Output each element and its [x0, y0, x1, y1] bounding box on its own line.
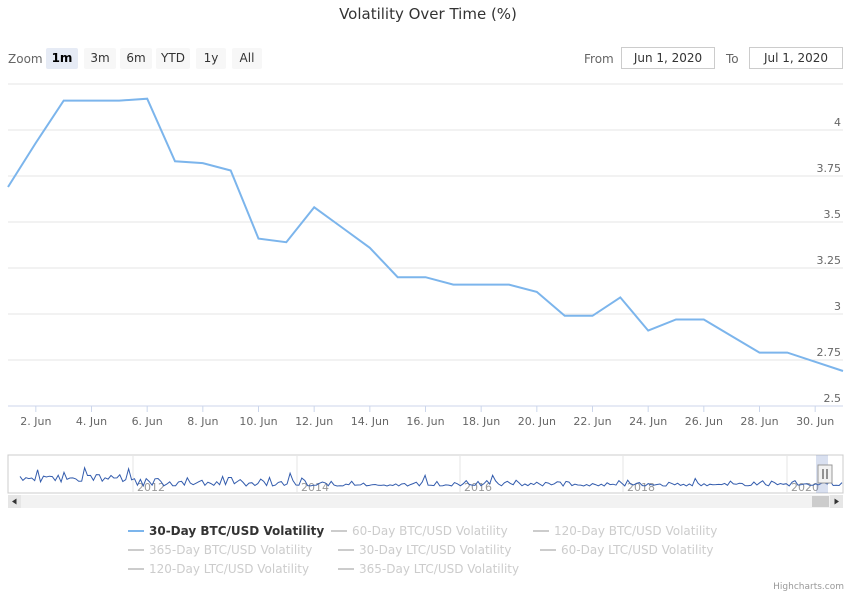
legend-label: 30-Day BTC/USD Volatility	[149, 524, 325, 538]
y-tick-label: 3.25	[817, 254, 842, 267]
legend-item-30-day-btc-usd[interactable]: 30-Day BTC/USD Volatility	[128, 523, 324, 539]
navigator-series-line	[19, 466, 843, 488]
zoom-1m-button[interactable]: 1m	[46, 48, 78, 69]
legend-item-30-day-ltc-usd[interactable]: 30-Day LTC/USD Volatility	[338, 542, 511, 558]
x-tick-label: 14. Jun	[351, 415, 389, 428]
y-tick-label: 3	[834, 300, 841, 313]
from-date-input[interactable]	[621, 47, 715, 69]
navigator-handle[interactable]	[817, 464, 833, 484]
x-tick-label: 20. Jun	[518, 415, 556, 428]
zoom-label: Zoom	[8, 52, 43, 66]
x-tick-label: 10. Jun	[239, 415, 277, 428]
legend-marker	[338, 567, 354, 570]
y-tick-label: 2.75	[817, 346, 842, 359]
y-axis-ticks: 2.5 2.75 3 3.25 3.5 3.75 4	[817, 116, 842, 405]
navigator-year-label: 2016	[464, 481, 492, 494]
x-tick-label: 16. Jun	[406, 415, 444, 428]
to-label: To	[726, 52, 739, 66]
scrollbar-thumb[interactable]	[812, 496, 829, 507]
legend-marker	[338, 548, 354, 551]
x-tick-label: 22. Jun	[573, 415, 611, 428]
legend-label: 120-Day BTC/USD Volatility	[554, 524, 718, 538]
legend-item-60-day-btc-usd[interactable]: 60-Day BTC/USD Volatility	[331, 523, 508, 539]
to-date-input[interactable]	[749, 47, 843, 69]
zoom-1y-button[interactable]: 1y	[196, 48, 226, 69]
legend-item-120-day-ltc-usd[interactable]: 120-Day LTC/USD Volatility	[128, 561, 309, 577]
navigator-year-label: 2014	[301, 481, 329, 494]
navigator-year-label: 2018	[627, 481, 655, 494]
legend-marker	[128, 567, 144, 570]
legend-item-120-day-btc-usd[interactable]: 120-Day BTC/USD Volatility	[533, 523, 717, 539]
scrollbar[interactable]	[8, 495, 843, 508]
legend-marker	[128, 548, 144, 551]
legend-item-365-day-btc-usd[interactable]: 365-Day BTC/USD Volatility	[128, 542, 312, 558]
legend-item-365-day-ltc-usd[interactable]: 365-Day LTC/USD Volatility	[338, 561, 519, 577]
scroll-left-icon	[12, 498, 17, 505]
navigator[interactable]: 2012 2014 2016 2018 2020	[7, 454, 844, 494]
x-tick-label: 2. Jun	[20, 415, 51, 428]
legend-label: 365-Day LTC/USD Volatility	[359, 562, 520, 576]
navigator-frame	[7, 454, 844, 494]
navigator-year-label: 2020	[791, 481, 819, 494]
x-tick-label: 6. Jun	[132, 415, 163, 428]
chart-svg: 2.5 2.75 3 3.25 3.5 3.75 4 2. Jun 4. Jun 6. Jun 8…	[7, 83, 844, 508]
x-tick-label: 4. Jun	[76, 415, 107, 428]
y-tick-label: 3.75	[817, 162, 842, 175]
x-tick-label: 24. Jun	[629, 415, 667, 428]
legend-label: 120-Day LTC/USD Volatility	[149, 562, 310, 576]
legend-label: 60-Day BTC/USD Volatility	[352, 524, 508, 538]
legend-marker	[331, 529, 347, 532]
series-line-30-day-btc-usd[interactable]	[7, 97, 844, 372]
legend-label: 30-Day LTC/USD Volatility	[359, 543, 512, 557]
x-tick-label: 18. Jun	[462, 415, 500, 428]
legend-item-60-day-ltc-usd[interactable]: 60-Day LTC/USD Volatility	[540, 542, 713, 558]
legend-marker	[533, 529, 549, 532]
x-axis-ticks: 2. Jun 4. Jun 6. Jun 8. Jun 10. Jun 12. Jun 14…	[20, 406, 834, 428]
legend-marker	[540, 548, 556, 551]
from-label: From	[584, 52, 614, 66]
x-tick-label: 28. Jun	[740, 415, 778, 428]
zoom-all-button[interactable]: All	[232, 48, 262, 69]
x-tick-label: 12. Jun	[295, 415, 333, 428]
zoom-3m-button[interactable]: 3m	[84, 48, 116, 69]
x-tick-label: 8. Jun	[187, 415, 218, 428]
navigator-year-label: 2012	[137, 481, 165, 494]
x-tick-label: 30. Jun	[796, 415, 834, 428]
legend-marker	[128, 529, 144, 532]
scrollbar-track[interactable]	[8, 495, 843, 508]
zoom-ytd-button[interactable]: YTD	[156, 48, 190, 69]
zoom-6m-button[interactable]: 6m	[120, 48, 152, 69]
x-tick-label: 26. Jun	[685, 415, 723, 428]
credits-link[interactable]: Highcharts.com	[773, 582, 844, 592]
scroll-right-icon	[834, 498, 839, 505]
grid-lines	[8, 83, 843, 407]
y-tick-label: 3.5	[824, 208, 842, 221]
legend-label: 60-Day LTC/USD Volatility	[561, 543, 714, 557]
y-tick-label: 2.5	[824, 392, 842, 405]
y-tick-label: 4	[834, 116, 841, 129]
legend-label: 365-Day BTC/USD Volatility	[149, 543, 313, 557]
chart-title: Volatility Over Time (%)	[339, 5, 517, 23]
